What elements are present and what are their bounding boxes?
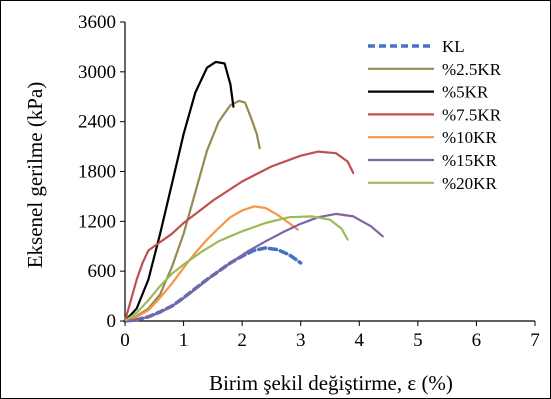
x-tick-label: 3 [296, 330, 306, 351]
legend: KL %2.5KR %5KR %7.5KR %10KR %15KR %20KR [354, 30, 524, 200]
x-tick-label: 6 [472, 330, 482, 351]
y-tick-label: 1200 [78, 211, 116, 232]
x-tick-label: 5 [413, 330, 423, 351]
legend-label-1: KL [442, 37, 465, 56]
y-tick-label: 600 [88, 261, 117, 282]
series-line-2 [123, 99, 261, 323]
y-tick-label: 2400 [78, 112, 116, 133]
legend-label-2: %2.5KR [442, 60, 502, 79]
ticks-layer: 0 1 2 3 4 5 6 7 0 600 1200 1800 2400 3000 3600 [78, 12, 540, 351]
legend-label-7: %20KR [442, 174, 497, 193]
x-tick-label: 1 [179, 330, 189, 351]
legend-label-6: %15KR [442, 151, 497, 170]
x-tick-label: 2 [237, 330, 247, 351]
legend-label-3: %5KR [442, 83, 489, 102]
y-axis-title: Eksenel gerilme (kPa) [23, 82, 47, 269]
y-tick-label: 0 [107, 311, 117, 332]
x-tick-label: 4 [355, 330, 365, 351]
legend-label-4: %7.5KR [442, 105, 502, 124]
x-axis-title: Birim şekil değiştirme, ε (%) [209, 371, 453, 395]
legend-label-5: %10KR [442, 128, 497, 147]
y-tick-label: 3600 [78, 12, 116, 33]
x-tick-label: 0 [120, 330, 130, 351]
series-line-1 [123, 246, 303, 323]
series-line-4 [123, 150, 355, 323]
series-line-7 [123, 215, 349, 323]
series-layer [123, 60, 384, 323]
y-tick-label: 3000 [78, 62, 116, 83]
series-line-6 [123, 212, 384, 323]
series-line-3 [123, 60, 235, 323]
x-tick-label: 7 [530, 330, 540, 351]
series-line-5 [123, 205, 299, 323]
y-tick-label: 1800 [78, 162, 116, 183]
